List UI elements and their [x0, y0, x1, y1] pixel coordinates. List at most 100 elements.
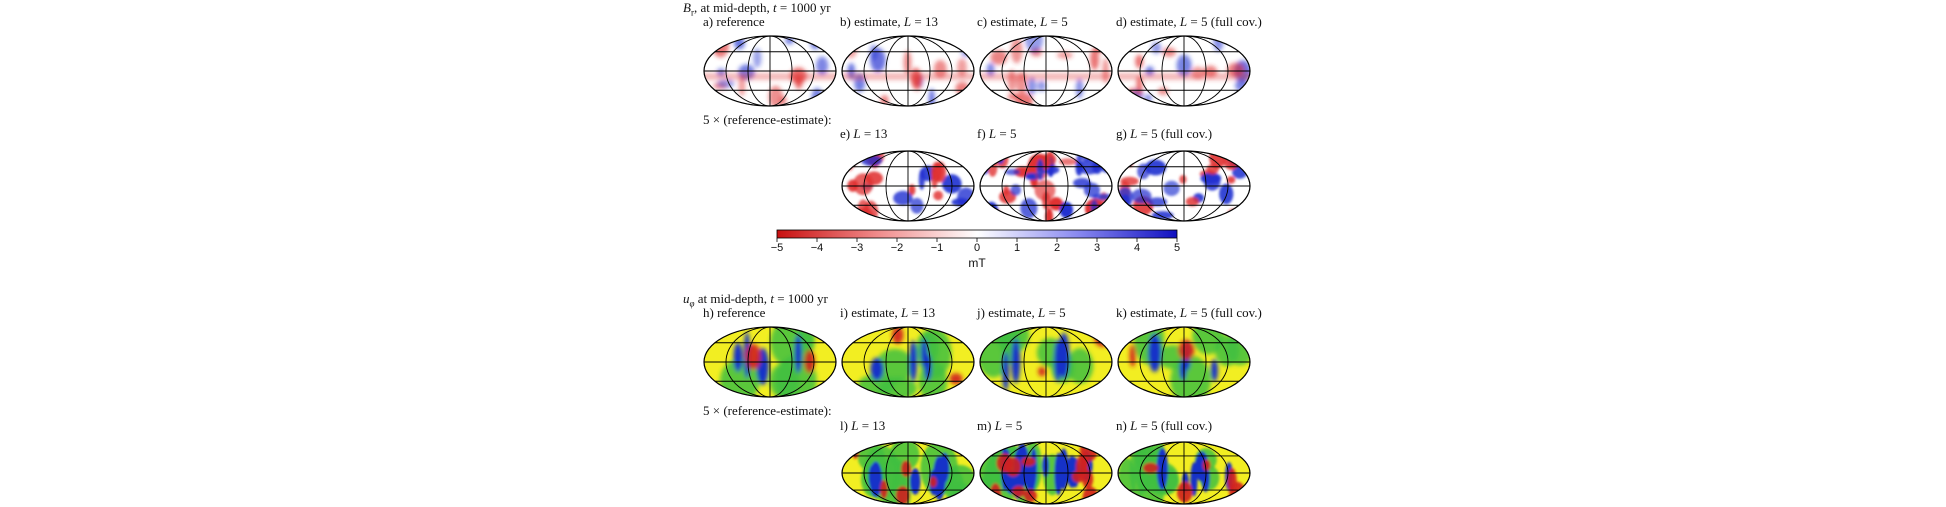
field-blob — [1025, 172, 1040, 181]
map-outline — [979, 35, 1113, 107]
field-blob — [1004, 168, 1021, 176]
flow-blob — [1202, 459, 1211, 471]
field-blob — [1219, 183, 1234, 205]
flow-blob — [1210, 358, 1218, 382]
colorbar-tick-label: 2 — [1053, 242, 1061, 254]
flow-blob — [794, 334, 802, 374]
panel-label-g: g) L = 5 (full cov.) — [1116, 126, 1213, 141]
field-blob — [918, 169, 925, 190]
map-outline — [1117, 441, 1251, 505]
field-blob — [1036, 159, 1045, 181]
colorbar-tick-label: −5 — [770, 242, 784, 254]
flow-blob — [909, 468, 921, 495]
map-a — [703, 35, 837, 107]
flow-blob — [1042, 454, 1049, 478]
flow-blob — [929, 476, 937, 488]
flow-blob — [1079, 442, 1098, 462]
field-blob — [1163, 180, 1180, 196]
flow-blob — [1215, 334, 1240, 367]
flow-blob — [1012, 485, 1026, 498]
panel-label-m: m) L = 5 — [977, 418, 1023, 433]
flow-blob — [1015, 442, 1030, 488]
difference-label-br: 5 × (reference-estimate): — [703, 112, 832, 127]
map-f — [979, 150, 1113, 222]
map-n — [1117, 441, 1251, 505]
field-blob — [965, 201, 972, 217]
difference-label-u: 5 × (reference-estimate): — [703, 403, 832, 418]
panel-label-c: c) estimate, L = 5 — [977, 14, 1068, 29]
map-k — [1117, 326, 1251, 398]
field-blob — [1135, 54, 1144, 69]
field-blob — [1120, 176, 1139, 186]
flow-blob — [1071, 470, 1086, 483]
field-blob — [1206, 164, 1219, 175]
field-blob — [870, 48, 886, 73]
flow-blob — [880, 479, 888, 499]
colorbar-tick-label: −2 — [890, 242, 904, 254]
field-blob — [957, 187, 974, 208]
field-blob — [816, 56, 829, 76]
field-blob — [933, 190, 944, 201]
colorbar-tick-label: 1 — [1013, 242, 1021, 254]
field-blob — [908, 184, 916, 196]
field-blob — [1147, 197, 1168, 207]
colorbar-tick-label: −3 — [850, 242, 864, 254]
flow-blob — [1082, 469, 1094, 489]
flow-blob — [1227, 468, 1237, 493]
colorbar-tick-label: −4 — [810, 242, 824, 254]
panel-label-n: n) L = 5 (full cov.) — [1116, 418, 1213, 433]
map-outline — [1117, 150, 1251, 222]
flow-blob — [1021, 456, 1036, 467]
map-outline — [841, 441, 975, 505]
field-blob — [1037, 80, 1046, 92]
field-blob — [1002, 185, 1010, 196]
field-blob — [1144, 159, 1167, 176]
field-blob — [843, 37, 857, 44]
flow-blob — [870, 357, 884, 381]
map-b — [841, 35, 975, 107]
flow-blob — [1011, 338, 1021, 384]
field-blob — [1226, 176, 1236, 184]
colorbar-tick-label: 3 — [1093, 242, 1101, 254]
field-blob — [955, 81, 970, 95]
map-outline — [703, 35, 837, 107]
flow-blob — [901, 460, 912, 477]
field-blob — [1092, 160, 1103, 175]
field-blob — [1075, 78, 1084, 99]
field-blob — [986, 62, 995, 77]
map-outline — [979, 441, 1113, 505]
map-outline — [703, 326, 837, 398]
field-blob — [984, 201, 999, 220]
map-outline — [979, 150, 1113, 222]
map-e — [841, 150, 975, 222]
map-l — [841, 441, 975, 505]
field-blob — [753, 48, 762, 68]
field-blob — [1049, 197, 1064, 211]
field-blob — [961, 49, 971, 57]
flow-blob — [1058, 448, 1069, 490]
field-blob — [1157, 87, 1169, 96]
flow-blob — [1178, 339, 1195, 361]
flow-blob — [869, 461, 883, 498]
field-blob — [1162, 47, 1176, 58]
field-blob — [1007, 93, 1020, 100]
field-blob — [1079, 151, 1094, 162]
panel-label-j: j) estimate, L = 5 — [977, 305, 1066, 320]
colorbar-gradient — [776, 229, 1178, 239]
field-blob — [1010, 184, 1022, 196]
panel-label-d: d) estimate, L = 5 (full cov.) — [1116, 14, 1262, 29]
flow-blob — [1038, 366, 1046, 377]
colorbar-tick-label: 4 — [1133, 242, 1141, 254]
flow-blob — [995, 327, 1030, 354]
colorbar-unit: mT — [968, 256, 986, 270]
field-blob — [712, 36, 729, 58]
field-blob — [893, 190, 913, 206]
colorbar-tick-label: 5 — [1173, 242, 1181, 254]
field-blob — [910, 197, 924, 214]
field-blob — [865, 171, 883, 186]
flow-blob — [895, 486, 910, 504]
field-blob — [1034, 179, 1056, 201]
map-c — [979, 35, 1113, 107]
colorbar-tick-label: 0 — [973, 242, 981, 254]
flow-blob — [1058, 332, 1070, 379]
